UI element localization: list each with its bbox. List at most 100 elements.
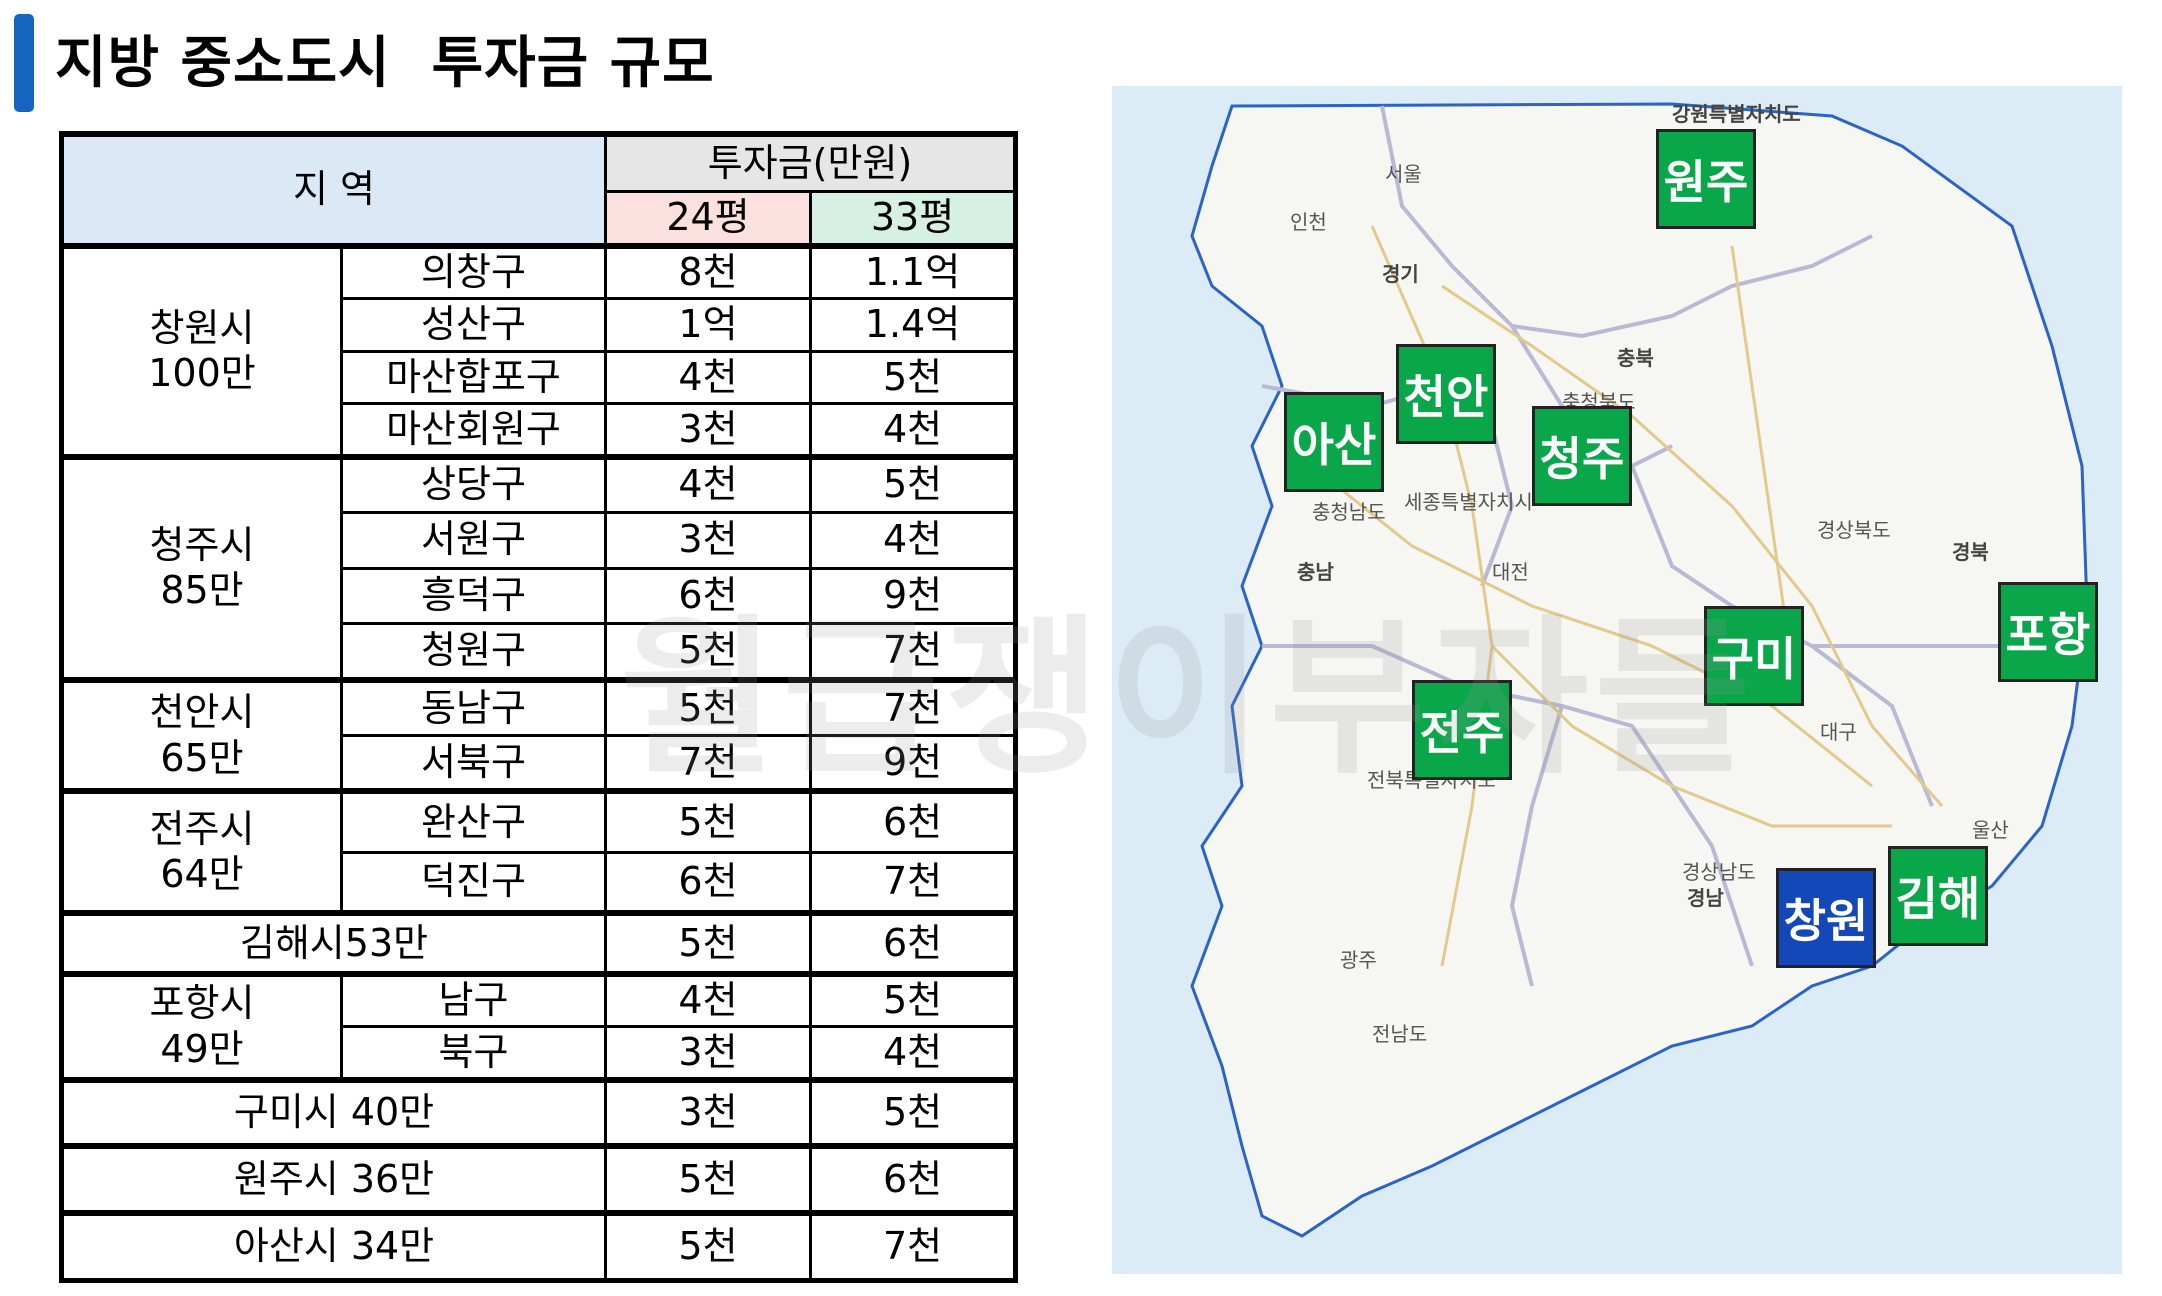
value-33-cell: 6천 bbox=[808, 910, 1019, 976]
value-24-cell: 4천 bbox=[604, 453, 812, 514]
value-24-cell: 3천 bbox=[604, 402, 812, 459]
place-chungbuk: 충북 bbox=[1617, 346, 1654, 370]
district-cell: 흥덕구 bbox=[340, 566, 607, 626]
city-cell: 포항시 49만 bbox=[59, 971, 343, 1081]
district-cell: 동남구 bbox=[340, 676, 607, 738]
label-pohang: 포항 bbox=[1998, 582, 2098, 682]
district-cell: 북구 bbox=[340, 1025, 607, 1081]
value-24-cell: 6천 bbox=[604, 850, 812, 915]
value-33-cell: 5천 bbox=[808, 1076, 1019, 1148]
value-33-cell: 4천 bbox=[808, 402, 1019, 459]
value-24-cell: 5천 bbox=[604, 910, 812, 976]
value-33-cell: 1.4억 bbox=[808, 296, 1019, 353]
label-jeonju: 전주 bbox=[1412, 680, 1512, 780]
korea-map: 강원특별자치도 서울 인천 경기 충북 충청북도 충청남도 세종특별자치시 충남… bbox=[1112, 86, 2122, 1274]
table-row: 마산회원구 3천 4천 bbox=[62, 402, 1019, 459]
place-chungnam-short: 충남 bbox=[1297, 560, 1334, 584]
value-33-cell: 4천 bbox=[808, 510, 1019, 570]
value-33-cell: 5천 bbox=[808, 453, 1019, 514]
value-24-cell: 3천 bbox=[604, 510, 812, 570]
city-cell: 천안시 65만 bbox=[59, 676, 343, 793]
city-cell: 창원시 100만 bbox=[59, 242, 343, 459]
title-accent-bar bbox=[14, 14, 34, 112]
value-24-cell: 6천 bbox=[604, 566, 812, 626]
table-row: 성산구 1억 1.4억 bbox=[62, 296, 1019, 353]
city-cell: 청주시 85만 bbox=[59, 453, 343, 682]
value-33-cell: 9천 bbox=[808, 566, 1019, 626]
district-cell: 청원구 bbox=[340, 622, 607, 682]
value-24-cell: 5천 bbox=[604, 622, 812, 682]
table-row: 서북구 7천 9천 bbox=[62, 734, 1019, 793]
place-gyeongbuk: 경북 bbox=[1952, 540, 1989, 564]
header-region: 지 역 bbox=[59, 131, 607, 248]
value-24-cell: 7천 bbox=[604, 734, 812, 793]
table-row: 서원구 3천 4천 bbox=[62, 510, 1019, 570]
header-investment: 투자금(만원) bbox=[603, 131, 1019, 194]
place-gyeongnam: 경남 bbox=[1687, 886, 1724, 910]
table-row: 창원시 100만 의창구 8천 1.1억 bbox=[59, 242, 1019, 459]
district-cell: 남구 bbox=[340, 971, 607, 1029]
table-row: 덕진구 6천 7천 bbox=[62, 850, 1019, 915]
district-cell: 서북구 bbox=[340, 734, 607, 793]
district-cell: 서원구 bbox=[340, 510, 607, 570]
investment-table: 지 역 투자금(만원) 24평 33평 창원시 100만 의창구 8천 1.1억 성산구… bbox=[59, 131, 1019, 1284]
city-cell: 아산시 34만 bbox=[59, 1210, 607, 1284]
value-33-cell: 4천 bbox=[808, 1025, 1019, 1081]
value-24-cell: 5천 bbox=[604, 788, 812, 854]
city-cell: 전주시 64만 bbox=[59, 788, 343, 915]
label-cheonan: 천안 bbox=[1396, 344, 1496, 444]
value-33-cell: 6천 bbox=[808, 1143, 1019, 1215]
place-sejong: 세종특별자치시 bbox=[1404, 490, 1533, 514]
value-24-cell: 5천 bbox=[604, 1210, 812, 1284]
table-row: 김해시53만 5천 6천 bbox=[59, 910, 1019, 976]
value-33-cell: 7천 bbox=[808, 676, 1019, 738]
header-33: 33평 bbox=[808, 190, 1019, 248]
value-24-cell: 1억 bbox=[604, 296, 812, 353]
place-incheon: 인천 bbox=[1290, 210, 1327, 234]
table-row: 청주시 85만 상당구 4천 5천 bbox=[59, 453, 1019, 682]
value-33-cell: 5천 bbox=[808, 971, 1019, 1029]
value-24-cell: 8천 bbox=[604, 242, 812, 300]
label-asan: 아산 bbox=[1284, 392, 1384, 492]
place-gangwon: 강원특별자치도 bbox=[1672, 102, 1801, 126]
place-jeonnam: 전남도 bbox=[1372, 1022, 1428, 1046]
label-cheongju: 청주 bbox=[1532, 406, 1632, 506]
city-cell: 구미시 40만 bbox=[59, 1076, 607, 1148]
table-row: 포항시 49만 남구 4천 5천 bbox=[59, 971, 1019, 1081]
table-row: 흥덕구 6천 9천 bbox=[62, 566, 1019, 626]
district-cell: 상당구 bbox=[340, 453, 607, 514]
table-row: 마산합포구 4천 5천 bbox=[62, 349, 1019, 406]
district-cell: 마산합포구 bbox=[340, 349, 607, 406]
district-cell: 완산구 bbox=[340, 788, 607, 854]
label-gimhae: 김해 bbox=[1888, 846, 1988, 946]
table-row: 아산시 34만 5천 7천 bbox=[59, 1210, 1019, 1284]
place-gyeongsangnamdo: 경상남도 bbox=[1682, 860, 1756, 884]
district-cell: 덕진구 bbox=[340, 850, 607, 915]
table-row: 천안시 65만 동남구 5천 7천 bbox=[59, 676, 1019, 793]
city-cell: 원주시 36만 bbox=[59, 1143, 607, 1215]
place-gyeongsangbukdo: 경상북도 bbox=[1817, 518, 1891, 542]
table-row: 청원구 5천 7천 bbox=[62, 622, 1019, 682]
value-33-cell: 6천 bbox=[808, 788, 1019, 854]
district-cell: 의창구 bbox=[340, 242, 607, 300]
place-chungnam: 충청남도 bbox=[1312, 500, 1386, 524]
table-row: 원주시 36만 5천 6천 bbox=[59, 1143, 1019, 1215]
page-title: 지방 중소도시 투자금 규모 bbox=[55, 31, 715, 96]
value-24-cell: 5천 bbox=[604, 676, 812, 738]
value-24-cell: 4천 bbox=[604, 349, 812, 406]
table-row: 구미시 40만 3천 5천 bbox=[59, 1076, 1019, 1148]
place-gwangju: 광주 bbox=[1340, 948, 1377, 972]
label-changwon: 창원 bbox=[1776, 868, 1876, 968]
place-gyeonggi: 경기 bbox=[1382, 262, 1419, 286]
value-24-cell: 3천 bbox=[604, 1076, 812, 1148]
value-33-cell: 7천 bbox=[808, 1210, 1019, 1284]
place-seoul: 서울 bbox=[1385, 162, 1422, 186]
place-ulsan: 울산 bbox=[1972, 818, 2009, 842]
label-gumi: 구미 bbox=[1704, 606, 1804, 706]
table-row: 전주시 64만 완산구 5천 6천 bbox=[59, 788, 1019, 915]
place-daegu: 대구 bbox=[1820, 720, 1857, 744]
value-33-cell: 7천 bbox=[808, 622, 1019, 682]
value-33-cell: 9천 bbox=[808, 734, 1019, 793]
place-daejeon: 대전 bbox=[1492, 560, 1529, 584]
city-cell: 김해시53만 bbox=[59, 910, 607, 976]
